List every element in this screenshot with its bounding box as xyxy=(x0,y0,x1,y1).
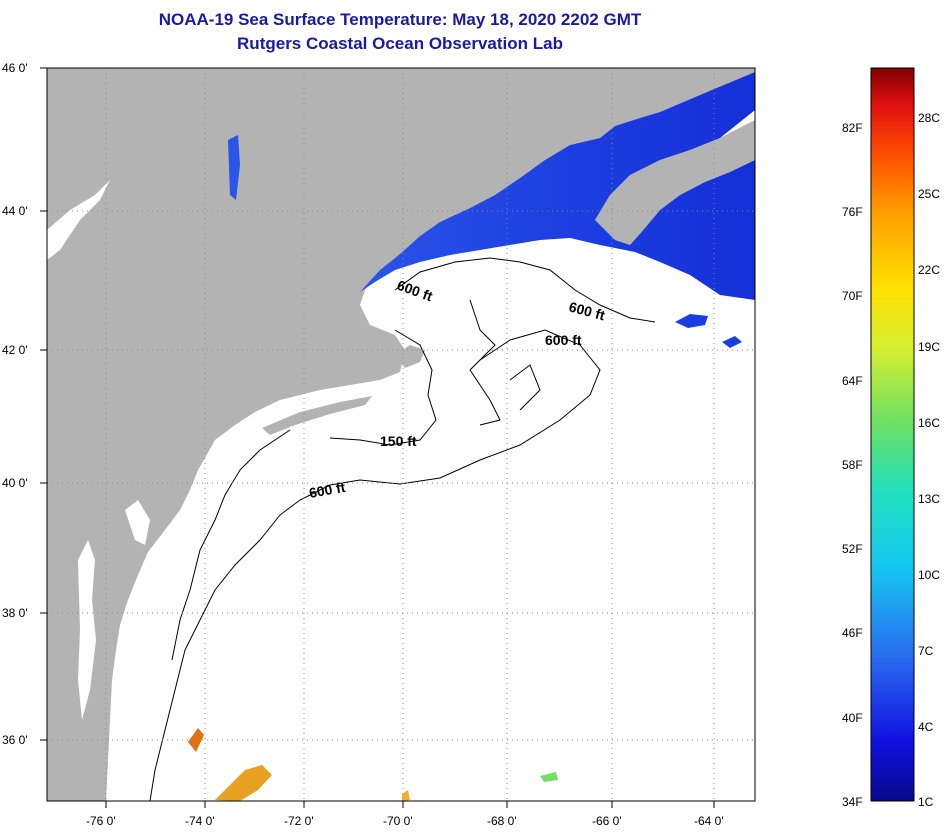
lon-label-70: -70 0' xyxy=(383,814,413,828)
lat-label-36: 36 0' xyxy=(2,733,28,747)
chesapeake-bay xyxy=(78,540,96,720)
colorbar-c-4: 4C xyxy=(918,720,934,734)
colorbar-c-16: 16C xyxy=(918,416,941,430)
land-long-island xyxy=(262,396,372,435)
lat-label-40: 40 0' xyxy=(2,476,28,490)
contour-label-600-south: 600 ft xyxy=(308,479,347,501)
colorbar-c-25: 25C xyxy=(918,187,941,201)
colorbar-c-22: 22C xyxy=(918,263,941,277)
colorbar-c-10: 10C xyxy=(918,568,941,582)
sst-warm-patch-1 xyxy=(215,765,272,801)
sst-warm-patch-2 xyxy=(188,728,204,752)
lon-label-72: -72 0' xyxy=(284,814,314,828)
contour-label-150: 150 ft xyxy=(380,433,417,449)
colorbar-f-82: 82F xyxy=(842,121,863,135)
colorbar-c-1: 1C xyxy=(918,795,934,809)
colorbar-f-34: 34F xyxy=(842,795,863,809)
lon-label-76: -76 0' xyxy=(86,814,116,828)
colorbar-f-76: 76F xyxy=(842,205,863,219)
map-subtitle: Rutgers Coastal Ocean Observation Lab xyxy=(237,34,563,53)
great-lakes xyxy=(47,180,110,260)
colorbar-c-19: 19C xyxy=(918,340,941,354)
sst-warm-patch-3 xyxy=(402,790,410,801)
colorbar-f-46: 46F xyxy=(842,626,863,640)
lat-label-44: 44 0' xyxy=(2,204,28,218)
sst-patch-green xyxy=(540,772,558,782)
map-title: NOAA-19 Sea Surface Temperature: May 18,… xyxy=(158,10,642,29)
sst-patch-east-2 xyxy=(722,336,742,348)
contour-label-600-mid: 600 ft xyxy=(545,332,582,348)
delaware-bay xyxy=(125,500,150,545)
lat-label-46: 46 0' xyxy=(2,61,28,75)
lake-champlain xyxy=(228,135,240,200)
colorbar-c-7: 7C xyxy=(918,644,934,658)
lat-label-38: 38 0' xyxy=(2,606,28,620)
graticule xyxy=(47,68,755,801)
colorbar-c-28: 28C xyxy=(918,111,941,125)
land-cape-cod xyxy=(395,345,425,368)
sst-patch-east xyxy=(675,314,708,328)
land-nova-scotia xyxy=(595,120,755,245)
colorbar-c-13: 13C xyxy=(918,492,941,506)
colorbar-f-58: 58F xyxy=(842,458,863,472)
colorbar-f-64: 64F xyxy=(842,374,863,388)
lat-label-42: 42 0' xyxy=(2,343,28,357)
isobath-contours xyxy=(149,257,656,801)
lon-label-64: -64 0' xyxy=(694,814,724,828)
land-mainland xyxy=(47,68,755,801)
colorbar xyxy=(870,67,915,802)
gulf-of-maine-sst xyxy=(360,72,755,300)
lon-label-66: -66 0' xyxy=(592,814,622,828)
lon-label-68: -68 0' xyxy=(487,814,517,828)
lon-label-74: -74 0' xyxy=(185,814,215,828)
colorbar-f-52: 52F xyxy=(842,542,863,556)
colorbar-f-40: 40F xyxy=(842,711,863,725)
colorbar-f-70: 70F xyxy=(842,289,863,303)
